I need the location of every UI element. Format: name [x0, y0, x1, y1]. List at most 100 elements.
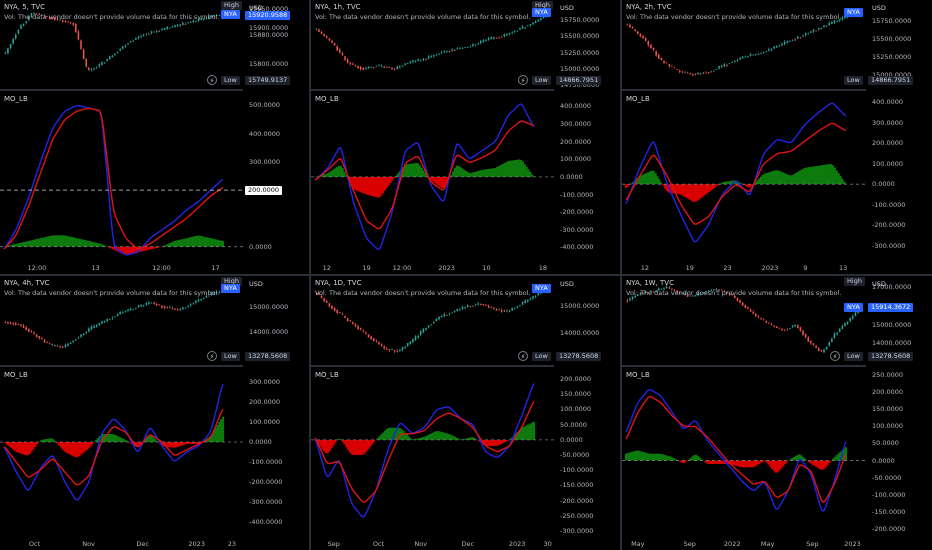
symbol-title[interactable]: NYA, 4h, TVC — [4, 279, 50, 287]
candle-body — [678, 70, 681, 72]
chart-panel-1[interactable]: 15950.0000 15900.0000 15880.0000 15800.0000… — [0, 0, 309, 274]
price-axis[interactable] — [866, 276, 932, 550]
symbol-title[interactable]: NYA, 2h, TVC — [626, 3, 672, 11]
histogram-bar — [61, 235, 64, 247]
chart-panel-6[interactable]: 17000.000016000.000015000.000014000.0000… — [622, 276, 932, 550]
tradingview-logo-icon[interactable]: ⚡ — [830, 351, 840, 361]
candle-body — [375, 340, 378, 342]
price-axis[interactable] — [554, 0, 620, 274]
candle-body — [718, 289, 720, 291]
histogram-bar — [721, 182, 724, 185]
candle-body — [770, 324, 773, 325]
chart-canvas[interactable] — [311, 276, 620, 550]
histogram-bar — [745, 184, 748, 187]
indicator-label[interactable]: MO_LB — [315, 95, 339, 103]
tradingview-logo-icon[interactable]: ⚡ — [518, 351, 528, 361]
candle-body — [642, 293, 644, 294]
price-axis[interactable] — [243, 276, 309, 550]
low-value: 13278.5608 — [868, 352, 914, 361]
candle-body — [192, 20, 195, 22]
candle-body — [755, 314, 757, 316]
chart-panel-5[interactable]: 15000.000014000.000013000.0000200.000015… — [311, 276, 620, 550]
candle-body — [386, 348, 388, 350]
low-badge: Low — [532, 352, 551, 361]
histogram-bar — [24, 442, 28, 456]
indicator-axis-tick: -150.0000 — [872, 507, 906, 516]
indicator-axis-tick: 250.0000 — [872, 371, 904, 380]
tradingview-logo-icon[interactable]: ⚡ — [518, 75, 528, 85]
price-axis[interactable] — [866, 0, 932, 274]
histogram-bar — [676, 184, 679, 194]
candle-body — [760, 318, 762, 319]
symbol-title[interactable]: NYA, 1W, TVC — [626, 279, 674, 287]
indicator-axis-tick: -300.0000 — [249, 498, 283, 506]
candle-body — [671, 288, 673, 290]
indicator-label[interactable]: MO_LB — [626, 371, 650, 379]
histogram-bar — [70, 237, 74, 247]
candle-body — [831, 338, 833, 343]
price-axis[interactable] — [243, 0, 309, 274]
histogram-bar — [774, 460, 777, 473]
histogram-bar — [660, 182, 663, 185]
histogram-bar — [663, 454, 666, 461]
indicator-label[interactable]: MO_LB — [4, 95, 28, 103]
chart-panel-3[interactable]: 15750.0000 15500.0000 15250.0000 15000.0000… — [622, 0, 932, 274]
candle-body — [155, 303, 158, 306]
indicator-label[interactable]: MO_LB — [315, 371, 339, 379]
histogram-bar — [179, 442, 182, 446]
candle-body — [135, 308, 137, 309]
volume-note: Vol: The data vendor doesn't provide vol… — [626, 289, 842, 297]
histogram-bar — [794, 172, 798, 185]
histogram-bar — [669, 456, 672, 461]
histogram-bar — [13, 244, 17, 247]
histogram-bar — [407, 436, 410, 440]
histogram-bar — [74, 442, 77, 458]
histogram-bar — [496, 439, 499, 446]
chart-panel-4[interactable]: 15000.000014000.000013000.0000300.000020… — [0, 276, 309, 550]
symbol-title[interactable]: NYA, 5, TVC — [4, 3, 46, 11]
histogram-bar — [783, 460, 787, 465]
candle-body — [702, 72, 705, 74]
chart-panel-2[interactable]: 15750.0000 15500.0000 15250.0000 15000.0000… — [311, 0, 620, 274]
histogram-bar — [402, 166, 405, 177]
histogram-bar — [698, 457, 702, 461]
candle-body — [216, 15, 218, 17]
price-axis[interactable] — [554, 276, 620, 550]
candle-body — [354, 324, 357, 326]
tradingview-logo-icon[interactable]: ⚡ — [207, 351, 217, 361]
histogram-bar — [763, 173, 766, 185]
histogram-bar — [65, 442, 68, 453]
symbol-title[interactable]: NYA, 1h, TVC — [315, 3, 361, 11]
candle-body — [111, 317, 114, 319]
histogram-bar — [483, 439, 486, 446]
candle-body — [728, 63, 731, 65]
histogram-bar — [761, 460, 764, 462]
histogram-bar — [420, 437, 423, 440]
candle-body — [349, 62, 352, 65]
candle-body — [817, 347, 820, 352]
chart-canvas[interactable] — [0, 0, 309, 274]
candle-body — [195, 300, 197, 303]
candle-body — [132, 308, 135, 310]
candle-body — [72, 340, 74, 343]
indicator-axis-tick: -250.0000 — [560, 511, 594, 520]
histogram-bar — [91, 241, 94, 247]
indicator-label[interactable]: MO_LB — [626, 95, 650, 103]
symbol-title[interactable]: NYA, 1D, TVC — [315, 279, 362, 287]
candle-body — [320, 31, 323, 34]
histogram-bar — [831, 165, 835, 185]
candle-body — [446, 315, 448, 316]
histogram-bar — [774, 170, 777, 185]
candle-body — [778, 45, 781, 47]
indicator-label[interactable]: MO_LB — [4, 371, 28, 379]
panel-divider-horizontal[interactable] — [0, 274, 932, 276]
candle-body — [815, 345, 817, 348]
histogram-bar — [806, 167, 809, 185]
candle-body — [485, 40, 487, 41]
tradingview-logo-icon[interactable]: ⚡ — [207, 75, 217, 85]
candle-body — [163, 306, 166, 308]
price-axis-tick: 15250.0000 — [872, 52, 912, 61]
histogram-bar — [479, 170, 482, 177]
histogram-bar — [411, 163, 414, 177]
candle-body — [365, 68, 367, 69]
